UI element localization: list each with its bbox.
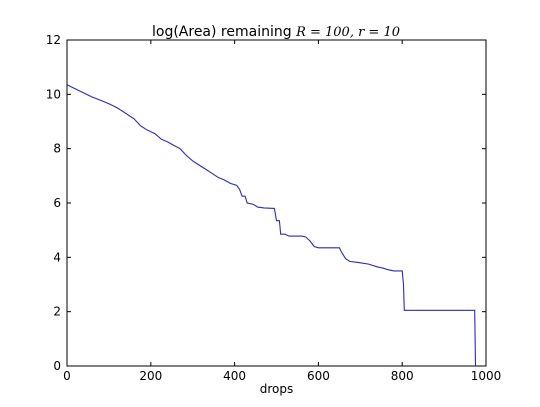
- x-tick-label: 400: [223, 369, 246, 383]
- chart-title-math: R = 100, r = 10: [295, 25, 400, 40]
- chart-title: log(Area) remaining R = 100, r = 10: [152, 24, 400, 40]
- axis-ticks: [66, 39, 487, 367]
- x-tick-label: 800: [391, 369, 414, 383]
- plot-area: [66, 39, 487, 367]
- y-tick-label: 8: [53, 142, 61, 156]
- series-line: [66, 84, 477, 367]
- x-tick-label: 1000: [471, 369, 502, 383]
- y-tick-label: 12: [46, 33, 61, 47]
- y-tick-label: 4: [53, 250, 61, 264]
- y-tick-label: 0: [53, 359, 61, 373]
- x-axis-label: drops: [260, 382, 294, 396]
- x-tick-label: 200: [139, 369, 162, 383]
- y-tick-label: 2: [53, 305, 61, 319]
- x-tick-label: 600: [307, 369, 330, 383]
- y-tick-label: 6: [53, 196, 61, 210]
- y-tick-label: 10: [46, 87, 61, 101]
- axis-tick-labels: 0 200 400 600 800 1000 0 2 4 6 8 10 12: [46, 33, 502, 383]
- x-tick-label: 0: [63, 369, 71, 383]
- chart-title-text: log(Area) remaining: [152, 24, 292, 40]
